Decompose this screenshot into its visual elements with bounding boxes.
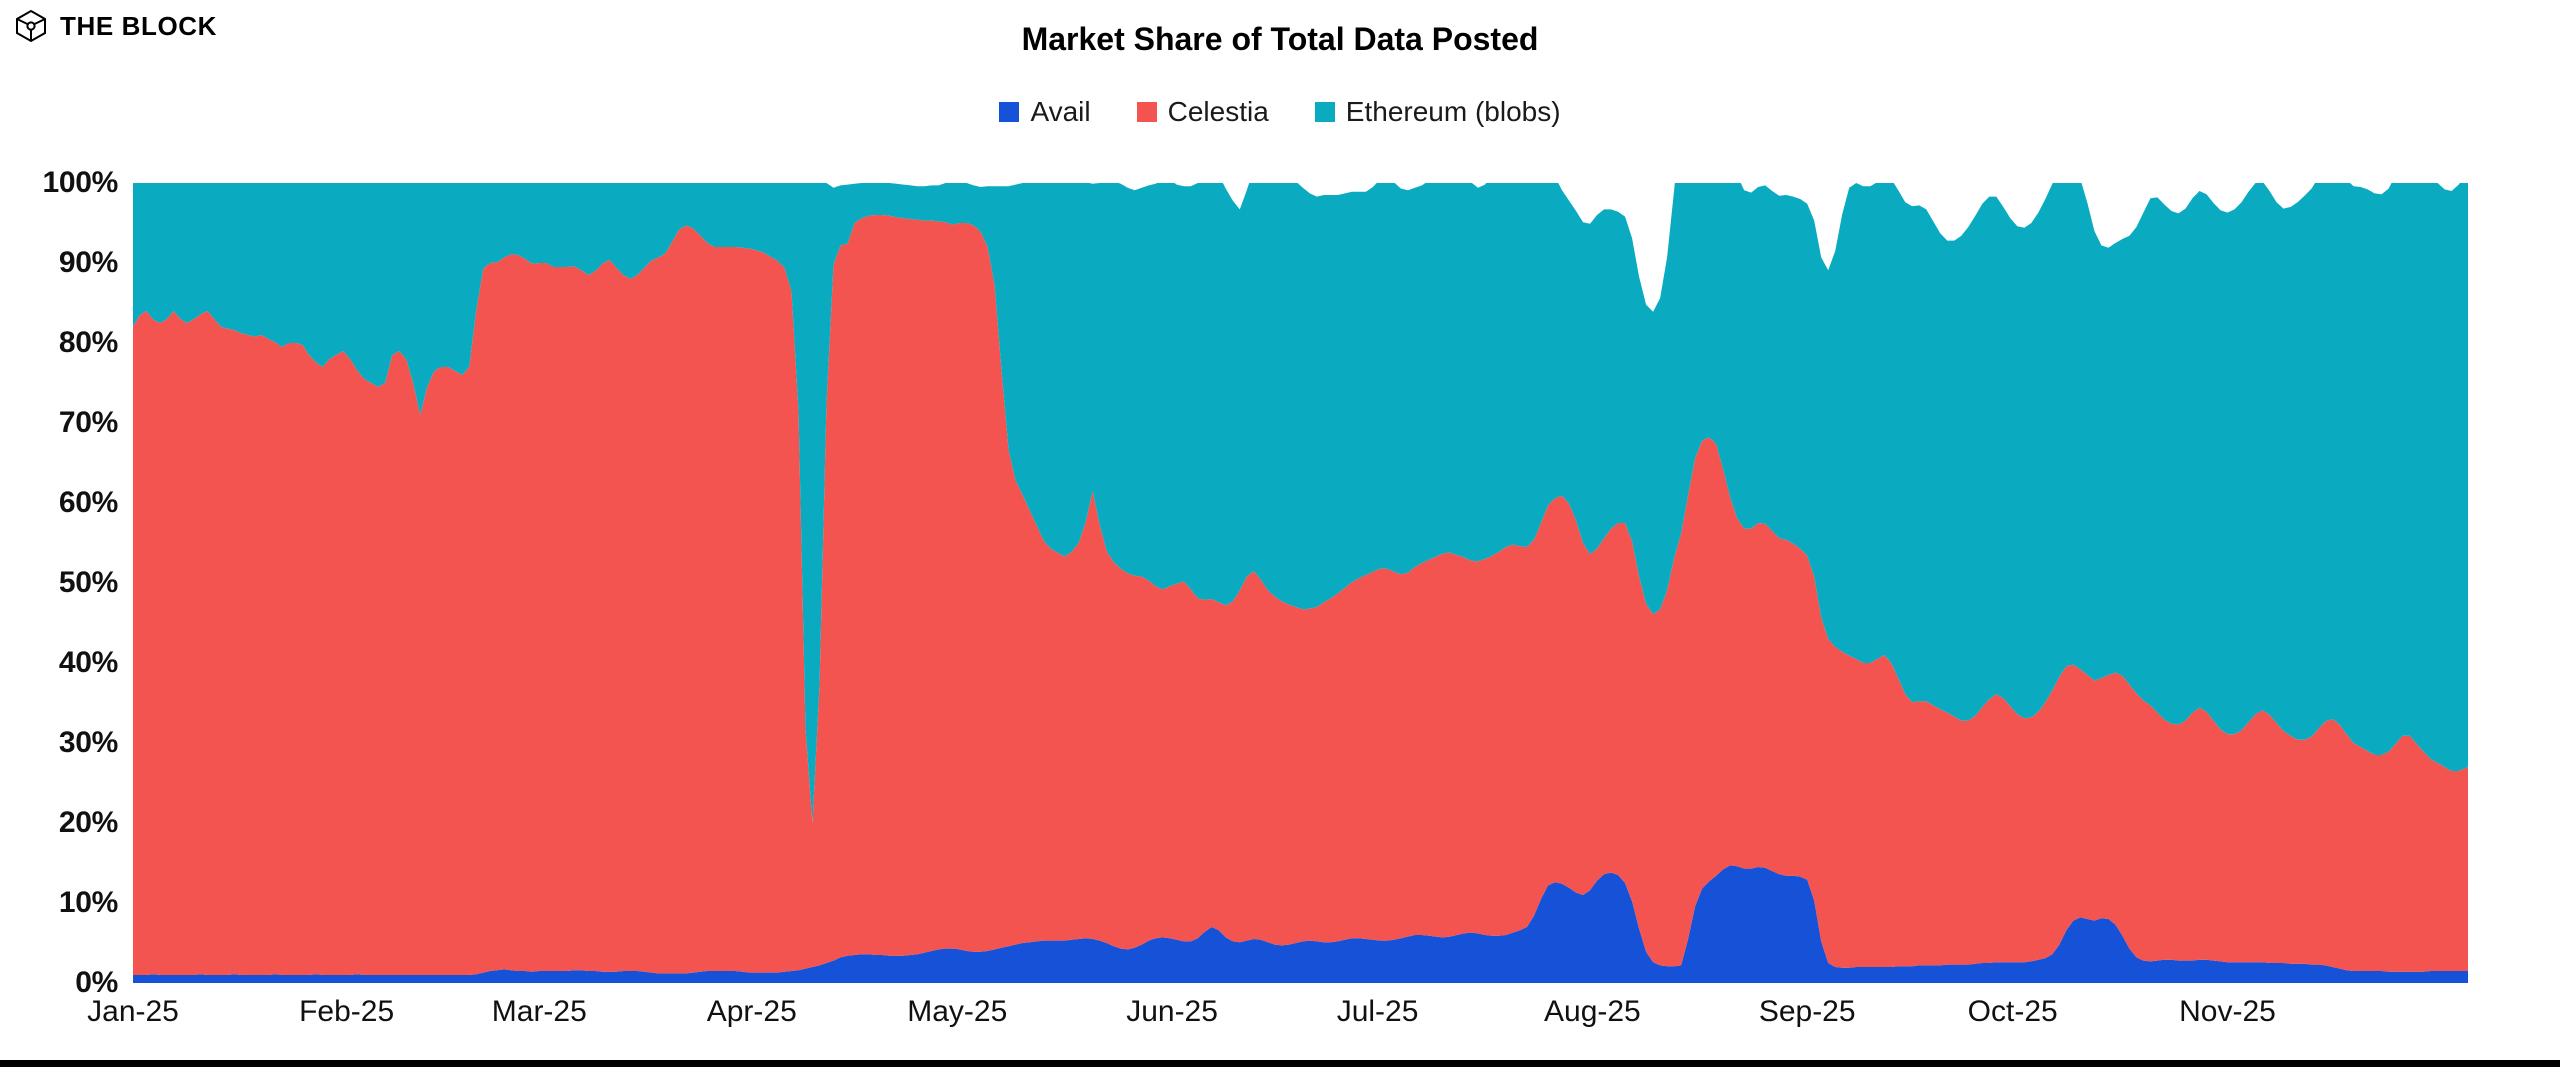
brand-name: THE BLOCK xyxy=(60,11,218,41)
y-axis-tick: 40% xyxy=(58,646,118,679)
y-axis-tick: 30% xyxy=(58,726,118,759)
brand-logo: THE BLOCK xyxy=(14,6,217,46)
square-swatch-icon xyxy=(1136,102,1157,122)
square-swatch-icon xyxy=(999,102,1020,122)
x-axis: Jan-25 Feb-25 Mar-25 Apr-25 May-25 Jun-25 Jul-… xyxy=(87,995,2468,1045)
chart-plot-wrapper: 100% 90% 80% 70% 60% 50% 40% 30% 20% 10% 0% Jan-25… xyxy=(0,150,2560,1060)
x-axis-tick: Jun-25 xyxy=(1126,995,1218,1028)
hexagon-cube-icon xyxy=(14,9,48,43)
area-series-avail xyxy=(133,865,2468,983)
stacked-area-chart xyxy=(133,183,2468,983)
legend-label-celestia: Celestia xyxy=(1167,96,1269,127)
y-axis-tick: 20% xyxy=(58,806,118,839)
legend-item-celestia[interactable]: Celestia xyxy=(1136,96,1269,127)
area-series-celestia xyxy=(133,215,2468,975)
x-axis-tick: Aug-25 xyxy=(1544,995,1641,1028)
y-axis-tick: 70% xyxy=(58,406,118,439)
x-axis-tick: Nov-25 xyxy=(2179,995,2276,1028)
plot-area xyxy=(133,183,2468,983)
x-axis-tick: Jul-25 xyxy=(1336,995,1419,1028)
x-axis-tick: Oct-25 xyxy=(1967,995,2058,1028)
y-axis-tick: 10% xyxy=(58,886,118,919)
y-axis-tick: 100% xyxy=(42,166,118,199)
x-axis-tick: Feb-25 xyxy=(299,995,395,1028)
area-series-ethereum-blobs xyxy=(133,183,2468,823)
legend-item-ethereum[interactable]: Ethereum (blobs) xyxy=(1314,96,1561,127)
legend-label-avail: Avail xyxy=(1030,96,1091,127)
y-axis-tick: 0% xyxy=(75,966,118,999)
legend-item-avail[interactable]: Avail xyxy=(999,96,1091,127)
x-axis-tick: May-25 xyxy=(907,995,1008,1028)
chart-legend: Avail Celestia Ethereum (blobs) xyxy=(0,98,2560,126)
page-title: Market Share of Total Data Posted xyxy=(1021,21,1539,57)
x-axis-tick: Mar-25 xyxy=(491,995,587,1028)
x-axis-tick: Jan-25 xyxy=(87,995,179,1028)
square-swatch-icon xyxy=(1314,102,1335,122)
y-axis-tick: 50% xyxy=(58,566,118,599)
x-axis-tick: Apr-25 xyxy=(706,995,797,1028)
x-axis-tick: Sep-25 xyxy=(1758,995,1856,1028)
y-axis: 100% 90% 80% 70% 60% 50% 40% 30% 20% 10% 0% xyxy=(0,150,118,999)
y-axis-tick: 80% xyxy=(58,326,118,359)
legend-label-ethereum: Ethereum (blobs) xyxy=(1345,96,1561,127)
y-axis-tick: 60% xyxy=(58,486,118,519)
y-axis-tick: 90% xyxy=(58,246,118,279)
